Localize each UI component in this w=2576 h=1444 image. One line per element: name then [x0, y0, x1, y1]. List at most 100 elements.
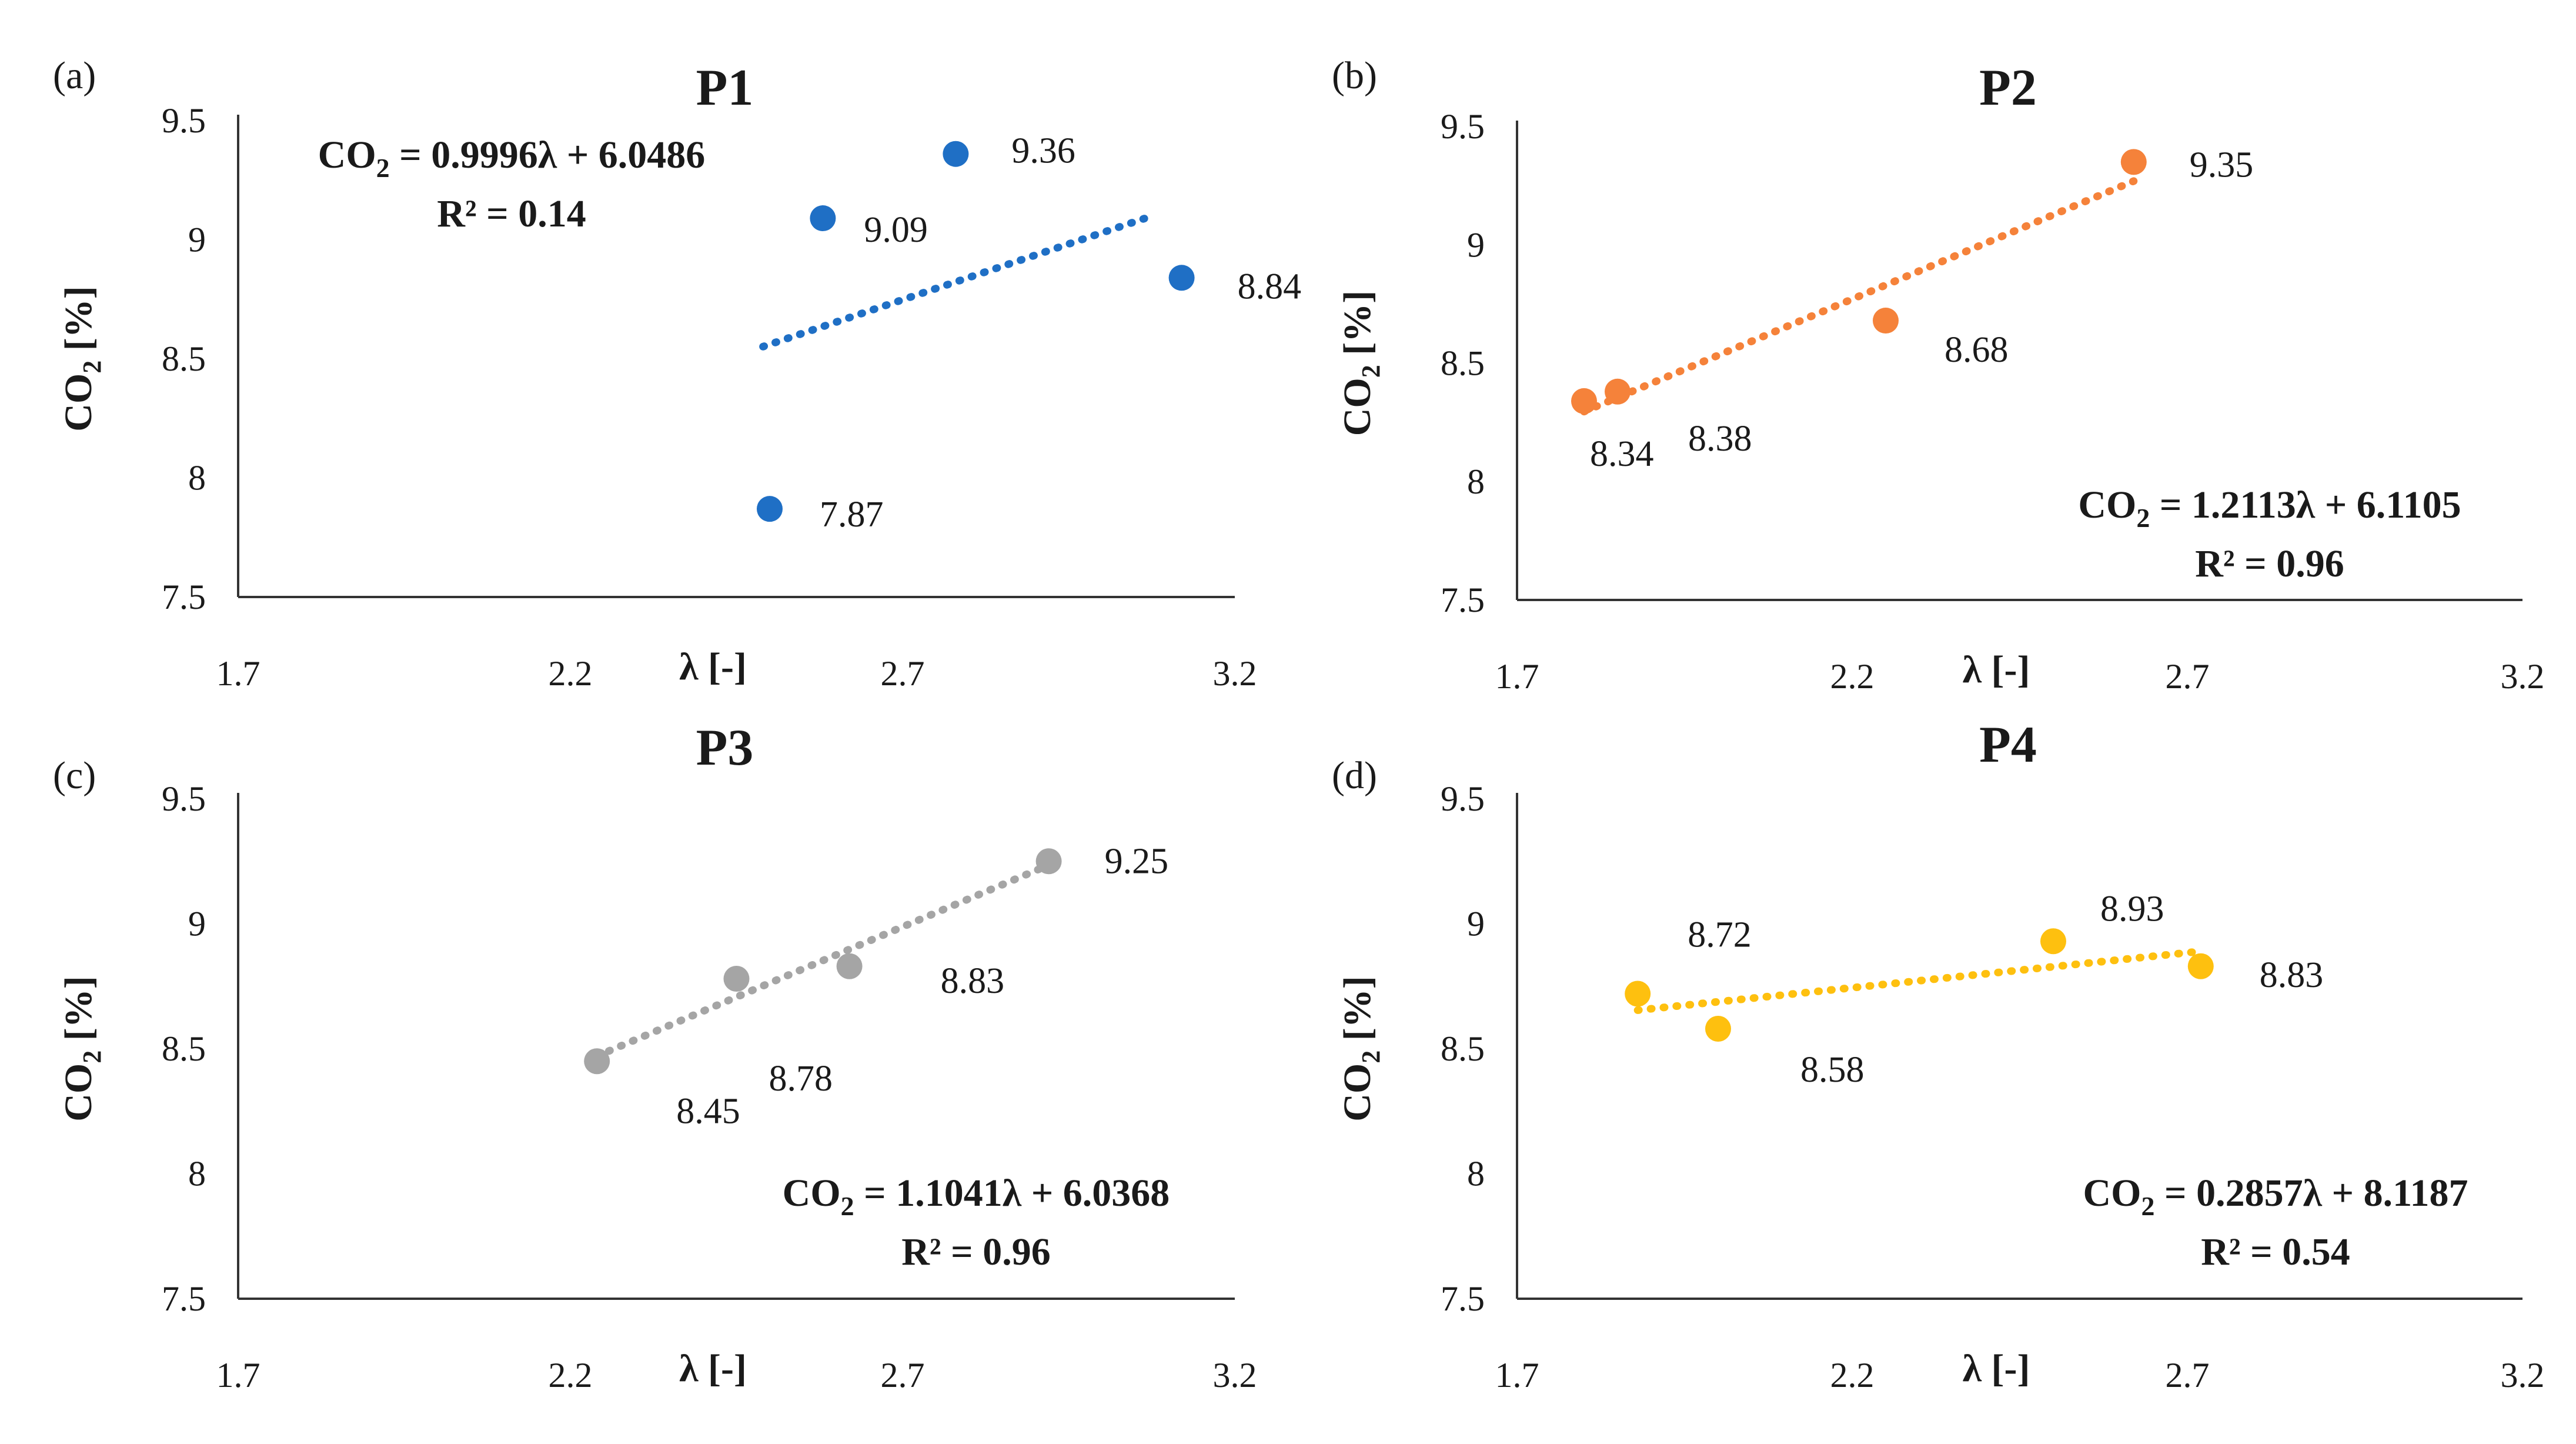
data-label: 8.58 [1800, 1050, 1865, 1090]
trendline [1633, 947, 2205, 1014]
x-tick-label: 1.7 [1495, 657, 1539, 696]
x-tick-label: 2.2 [549, 1356, 593, 1395]
y-tick-label: 8 [1467, 462, 1485, 501]
y-tick-label: 7.5 [162, 578, 206, 616]
y-tick-label: 9 [1467, 225, 1485, 264]
panel-label: (a) [53, 54, 96, 97]
panel-d: (d) P4 7.5 8 8.5 9 9.5 1.7 2.2 2.7 3.2 λ [-] CO2 [%]… [1332, 716, 2545, 1395]
data-point [1873, 308, 1899, 334]
y-tick-label: 9 [1467, 905, 1485, 943]
x-tick-label: 2.7 [2166, 657, 2210, 696]
y-tick-label: 7.5 [1441, 1279, 1485, 1318]
data-point [1705, 1016, 1731, 1042]
x-tick-label: 1.7 [216, 654, 260, 693]
y-tick-label: 9 [188, 905, 206, 943]
data-point [1168, 265, 1195, 291]
data-point [1625, 981, 1651, 1007]
y-axis-label: CO2 [%] [57, 976, 106, 1121]
y-tick-label: 7.5 [1441, 581, 1485, 619]
x-axis-label: λ [-] [1963, 1347, 2030, 1390]
x-tick-label: 3.2 [1213, 1356, 1257, 1395]
data-label: 7.87 [820, 495, 884, 535]
data-label: 9.36 [1011, 131, 1075, 171]
data-label: 9.35 [2190, 145, 2254, 185]
x-tick-label: 1.7 [1495, 1356, 1539, 1395]
y-tick-label: 8.5 [162, 1029, 206, 1068]
y-tick-label: 7.5 [162, 1279, 206, 1318]
chart-title: P2 [1979, 59, 2037, 116]
data-point [723, 966, 750, 992]
y-axis-label: CO2 [%] [1336, 291, 1385, 436]
y-tick-label: 9.5 [1441, 107, 1485, 146]
data-label: 9.09 [864, 210, 928, 250]
data-label: 8.38 [1688, 419, 1752, 459]
chart-title: P3 [696, 719, 754, 776]
regression-equation: CO2 = 0.2857λ + 8.1187 [2083, 1172, 2468, 1221]
data-point [836, 953, 863, 979]
x-tick-label: 2.7 [881, 654, 925, 693]
r-squared: R² = 0.14 [437, 192, 586, 235]
y-tick-label: 8 [188, 459, 206, 498]
x-tick-label: 3.2 [1213, 654, 1257, 693]
data-label: 8.45 [676, 1091, 740, 1131]
y-tick-label: 8 [188, 1155, 206, 1193]
x-axis-label: λ [-] [679, 645, 747, 688]
panel-label: (c) [53, 754, 96, 797]
panel-label: (b) [1332, 54, 1377, 97]
x-axis-label: λ [-] [1963, 648, 2030, 691]
regression-equation: CO2 = 1.1041λ + 6.0368 [783, 1172, 1170, 1221]
trendline [593, 861, 1053, 1060]
data-point [810, 205, 836, 232]
panel-c: (c) P3 7.5 8 8.5 9 9.5 1.7 2.2 2.7 3.2 λ [-] CO2 [%]… [53, 719, 1257, 1395]
data-point [2187, 953, 2214, 979]
data-label: 8.83 [2260, 955, 2324, 995]
data-point [1035, 848, 1062, 875]
y-tick-label: 8 [1467, 1155, 1485, 1193]
regression-equation: CO2 = 1.2113λ + 6.1105 [2078, 483, 2461, 533]
y-axis-label: CO2 [%] [57, 286, 106, 431]
data-label: 9.25 [1105, 841, 1169, 881]
y-tick-label: 9 [188, 221, 206, 259]
data-label: 8.83 [941, 961, 1005, 1001]
x-tick-label: 2.2 [549, 654, 593, 693]
x-tick-label: 3.2 [2501, 657, 2545, 696]
data-point [2120, 149, 2147, 175]
y-tick-label: 9.5 [162, 101, 206, 140]
chart-title: P1 [696, 59, 754, 116]
data-label: 8.68 [1944, 330, 2009, 370]
trendline [1580, 177, 2138, 416]
chart-title: P4 [1979, 716, 2037, 773]
x-tick-label: 2.2 [1830, 1356, 1875, 1395]
data-label: 8.78 [769, 1059, 833, 1099]
data-label: 8.93 [2100, 889, 2164, 929]
r-squared: R² = 0.96 [901, 1230, 1051, 1273]
data-label: 8.72 [1688, 915, 1752, 955]
y-tick-label: 8.5 [162, 339, 206, 378]
y-tick-label: 8.5 [1441, 344, 1485, 383]
x-tick-label: 2.7 [2166, 1356, 2210, 1395]
data-label: 8.34 [1590, 434, 1654, 474]
data-point [757, 496, 783, 522]
data-point [2040, 928, 2066, 955]
x-tick-label: 2.7 [881, 1356, 925, 1395]
x-axis-label: λ [-] [679, 1347, 747, 1390]
panel-label: (d) [1332, 754, 1377, 797]
x-tick-label: 1.7 [216, 1356, 260, 1395]
r-squared: R² = 0.54 [2201, 1230, 2350, 1273]
y-axis-label: CO2 [%] [1336, 976, 1385, 1121]
x-tick-label: 3.2 [2501, 1356, 2545, 1395]
trendline [759, 211, 1159, 351]
regression-equation: CO2 = 0.9996λ + 6.0486 [318, 134, 706, 183]
data-label: 8.84 [1238, 266, 1302, 306]
y-tick-label: 9.5 [162, 779, 206, 818]
panel-a: (a) P1 7.5 8 8.5 9 9.5 1.7 2.2 2.7 3.2 λ [-] CO2 [%]… [53, 54, 1301, 693]
panel-b: (b) P2 7.5 8 8.5 9 9.5 1.7 2.2 2.7 3.2 λ [-] CO2 [%]… [1332, 54, 2545, 696]
data-point [1571, 388, 1597, 414]
data-point [584, 1048, 610, 1075]
x-tick-label: 2.2 [1830, 657, 1875, 696]
y-tick-label: 8.5 [1441, 1029, 1485, 1068]
data-point [943, 141, 969, 167]
r-squared: R² = 0.96 [2195, 542, 2344, 585]
y-tick-label: 9.5 [1441, 779, 1485, 818]
